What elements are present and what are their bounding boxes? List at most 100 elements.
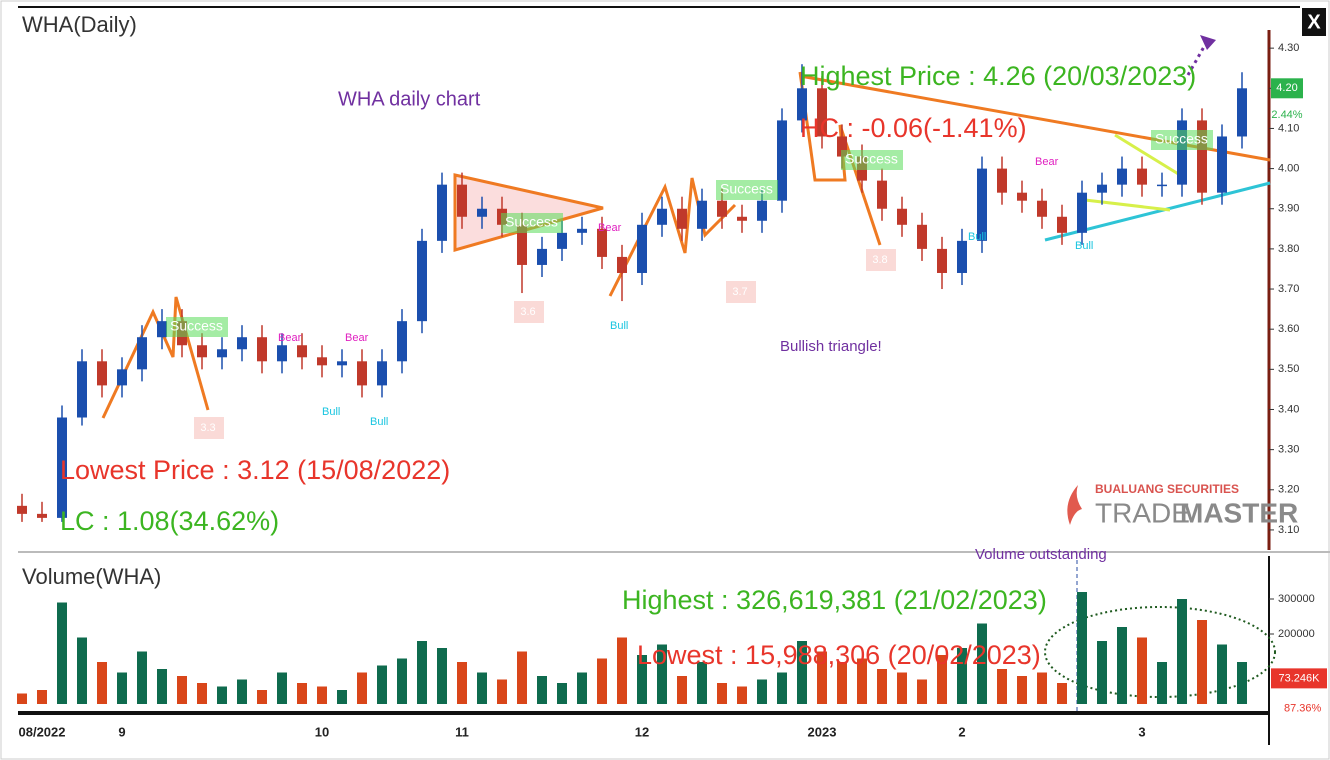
- arrow-head: [1200, 35, 1216, 50]
- close-label[interactable]: X: [1307, 11, 1321, 33]
- brand-logo: [1067, 485, 1082, 525]
- signal-label: Bear: [345, 332, 369, 344]
- signal-label: Bull: [322, 406, 340, 418]
- volume-bar: [597, 658, 607, 704]
- signal-label: Bull: [610, 320, 628, 332]
- triangle-edge: [1084, 198, 1171, 212]
- y-tick-label: 4.00: [1278, 162, 1299, 174]
- x-tick-label: 2023: [808, 724, 837, 739]
- annotation: Highest : 326,619,381 (21/02/2023): [622, 585, 1047, 615]
- candle-body: [817, 88, 827, 137]
- volume-bar: [557, 683, 567, 704]
- volume-bar: [917, 679, 927, 704]
- last-volume-box: [1271, 668, 1327, 689]
- signal-box: [1151, 130, 1213, 150]
- target-label: 3.7: [732, 286, 747, 298]
- volume-bar: [977, 623, 987, 704]
- volume-bar: [1177, 599, 1187, 704]
- candle-body: [1017, 192, 1027, 201]
- volume-bar: [97, 662, 107, 704]
- candle-body: [37, 513, 47, 518]
- volume-bar: [137, 651, 147, 704]
- volume-bar: [817, 651, 827, 704]
- candle-body: [77, 361, 87, 418]
- candle-body: [1197, 120, 1207, 193]
- brand-product: TRADE: [1095, 497, 1190, 528]
- volume-bar: [177, 676, 187, 704]
- annotation: Bullish triangle!: [780, 338, 882, 355]
- candle-body: [1137, 168, 1147, 185]
- volume-bar: [17, 693, 27, 704]
- volume-bar: [297, 683, 307, 704]
- volume-bar: [1097, 641, 1107, 704]
- candle-body: [317, 357, 327, 366]
- candle-body: [697, 200, 707, 229]
- annotation: Lowest Price : 3.12 (15/08/2022): [60, 455, 450, 485]
- volume-bar: [517, 651, 527, 704]
- volume-bar: [457, 662, 467, 704]
- candle-body: [297, 345, 307, 358]
- candle-body: [917, 224, 927, 249]
- target-box: [726, 281, 756, 303]
- candle-body: [557, 232, 567, 249]
- candle-body: [97, 361, 107, 386]
- x-tick-label: 08/2022: [19, 724, 66, 739]
- volume-bar: [37, 690, 47, 704]
- candle-body: [777, 120, 787, 201]
- candle-body: [717, 200, 727, 217]
- candle-body: [117, 369, 127, 386]
- volume-bar: [157, 669, 167, 704]
- ratio-label: 87.36%: [1284, 702, 1322, 714]
- last-price-box: [1271, 78, 1303, 99]
- annotation: HC : -0.06(-1.41%): [800, 113, 1027, 143]
- y-tick-label: 3.40: [1278, 403, 1299, 415]
- signal-label: Success: [505, 214, 558, 230]
- candle-body: [1037, 200, 1047, 217]
- volume-bar: [377, 665, 387, 704]
- volume-bar: [217, 686, 227, 704]
- candle-body: [417, 240, 427, 322]
- y-tick-label: 3.80: [1278, 243, 1299, 255]
- x-tick-label: 9: [118, 724, 125, 739]
- signal-label: Success: [170, 318, 223, 334]
- candle-body: [1237, 88, 1247, 137]
- last-price-label: 4.20: [1276, 82, 1297, 94]
- brand-product-bold: MASTER: [1180, 497, 1298, 528]
- annotation: Lowest : 15,988,306 (20/02/2023): [637, 640, 1041, 670]
- brand-company: BUALUANG SECURITIES: [1095, 482, 1239, 496]
- candle-body: [617, 256, 627, 273]
- volume-bar: [857, 658, 867, 704]
- x-tick-label: 3: [1138, 724, 1145, 739]
- volume-bar: [497, 679, 507, 704]
- candle-body: [477, 208, 487, 217]
- signal-label: Bear: [278, 332, 302, 344]
- volume-bar: [877, 669, 887, 704]
- y-tick-label: 3.30: [1278, 444, 1299, 456]
- volume-bar: [837, 662, 847, 704]
- volume-bar: [1017, 676, 1027, 704]
- volume-bar: [357, 672, 367, 704]
- candle-body: [1177, 120, 1187, 185]
- volume-bar: [957, 648, 967, 704]
- y-tick-label: 3.50: [1278, 363, 1299, 375]
- volume-bar: [1237, 662, 1247, 704]
- close-button[interactable]: [1302, 8, 1326, 36]
- volume-bar: [57, 602, 67, 704]
- volume-bar: [777, 672, 787, 704]
- volume-bar: [1117, 627, 1127, 704]
- y-tick-label: 3.70: [1278, 283, 1299, 295]
- volume-bar: [77, 637, 87, 704]
- candle-body: [937, 248, 947, 273]
- candle-body: [737, 216, 747, 221]
- annotation: Volume outstanding: [975, 546, 1107, 563]
- candle-body: [997, 168, 1007, 193]
- volume-bar: [1217, 644, 1227, 704]
- volume-bar: [897, 672, 907, 704]
- candle-body: [257, 337, 267, 362]
- volume-bar: [937, 655, 947, 704]
- signal-label: Bull: [1075, 240, 1093, 252]
- candle-body: [277, 345, 287, 362]
- volume-bar: [1077, 592, 1087, 704]
